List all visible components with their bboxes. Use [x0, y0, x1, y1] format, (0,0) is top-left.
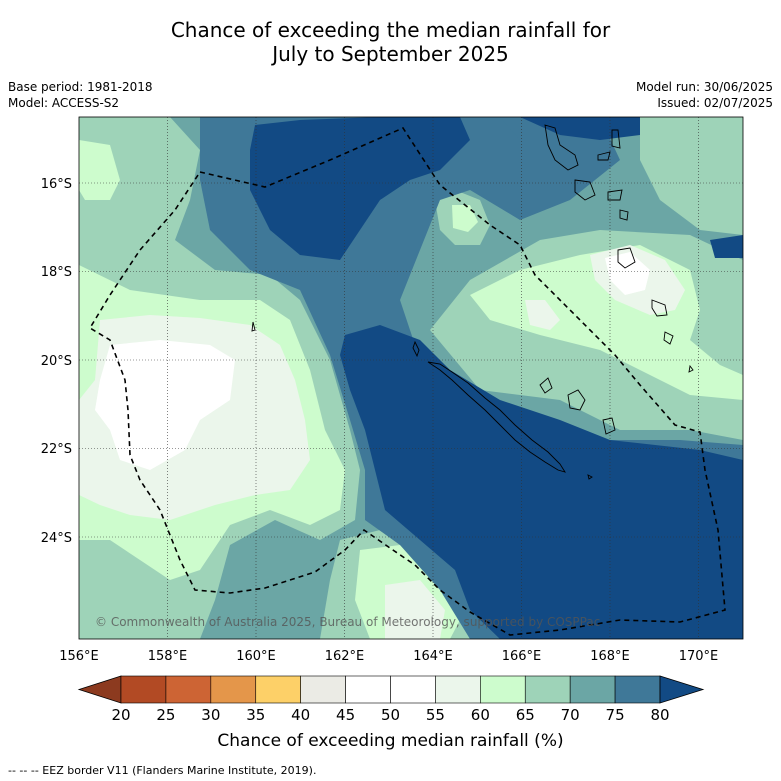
- colorbar-segment: [435, 675, 481, 704]
- model-run: Model run: 30/06/2025: [635, 80, 773, 94]
- colorbar-segment: [524, 675, 571, 704]
- x-tick-label: 170°E: [679, 649, 719, 664]
- colorbar-segment: [255, 675, 301, 704]
- colorbar-tick-label: 20: [111, 706, 130, 724]
- colorbar: [77, 675, 705, 704]
- colorbar-segment: [210, 675, 257, 704]
- rainfall-field: [79, 117, 743, 639]
- base-period: Base period: 1981-2018: [8, 80, 153, 94]
- colorbar-segment: [569, 675, 616, 704]
- colorbar-tick-label: 65: [516, 706, 535, 724]
- x-axis-labels: 156°E 158°E 160°E 162°E 164°E 166°E 168°…: [59, 649, 718, 664]
- colorbar-extend-low: [77, 675, 122, 704]
- colorbar-tick-labels: 20 25 30 35 40 45 50 55 60 65 70 75 80: [111, 706, 669, 724]
- x-tick-label: 164°E: [413, 649, 453, 664]
- band-60-65-north-islet: [452, 205, 478, 232]
- colorbar-segment: [300, 675, 346, 704]
- band-over-80-northeast: [520, 117, 640, 140]
- y-tick-label: 20°S: [41, 354, 72, 369]
- copyright-notice: © Commonwealth of Australia 2025, Bureau…: [95, 615, 600, 629]
- new-caledonia-coast: [427, 361, 567, 473]
- title-line-2: July to September 2025: [272, 42, 509, 66]
- small-islands: [251, 321, 694, 480]
- colorbar-tick-label: 40: [291, 706, 310, 724]
- y-tick-label: 16°S: [41, 177, 72, 192]
- colorbar-tick-label: 45: [336, 706, 355, 724]
- band-over-80-main: [340, 325, 743, 639]
- x-tick-label: 158°E: [148, 649, 188, 664]
- meta-right: Model run: 30/06/2025 Issued: 02/07/2025: [636, 79, 773, 111]
- band-65-70-northeast: [640, 117, 743, 235]
- band-over-80-north: [250, 117, 470, 260]
- colorbar-segment: [165, 675, 212, 704]
- model-name: Model: ACCESS-S2: [8, 96, 120, 110]
- band-55-60-east-small: [525, 300, 560, 330]
- colorbar-segment: [480, 675, 526, 704]
- band-50-55-east: [605, 252, 650, 295]
- x-tick-label: 168°E: [590, 649, 630, 664]
- vanuatu-coast: [544, 124, 674, 345]
- colorbar-tick-label: 60: [471, 706, 490, 724]
- colorbar-extend-high: [659, 675, 705, 704]
- x-tick-label: 156°E: [59, 649, 99, 664]
- y-tick-label: 18°S: [41, 265, 72, 280]
- colorbar-segment: [614, 675, 661, 704]
- colorbar-tick-label: 30: [201, 706, 220, 724]
- colorbar-tick-label: 35: [246, 706, 265, 724]
- colorbar-tick-label: 80: [650, 706, 669, 724]
- colorbar-segment: [120, 675, 167, 704]
- x-tick-label: 160°E: [236, 649, 276, 664]
- colorbar-tick-label: 50: [381, 706, 400, 724]
- y-tick-label: 22°S: [41, 442, 72, 457]
- meta-left: Base period: 1981-2018 Model: ACCESS-S2: [8, 79, 153, 111]
- x-tick-label: 166°E: [502, 649, 542, 664]
- colorbar-label: Chance of exceeding median rainfall (%): [217, 731, 564, 751]
- x-tick-label: 162°E: [325, 649, 365, 664]
- band-60-65-northwest: [79, 140, 120, 200]
- issued-date: Issued: 02/07/2025: [657, 96, 773, 110]
- colorbar-tick-label: 75: [606, 706, 625, 724]
- y-tick-label: 24°S: [41, 531, 72, 546]
- grid-lines: [79, 117, 743, 639]
- colorbar-tick-label: 25: [156, 706, 175, 724]
- loyalty-islands-coast: [539, 377, 616, 435]
- band-over-80-east-small: [710, 235, 743, 258]
- title-line-1: Chance of exceeding the median rainfall …: [170, 18, 611, 42]
- colorbar-tick-label: 70: [561, 706, 580, 724]
- map-frame: [78, 116, 744, 640]
- colorbar-tick-label: 55: [426, 706, 445, 724]
- colorbar-segment: [345, 675, 391, 704]
- eez-legend-note: -- -- -- EEZ border V11 (Flanders Marine…: [8, 764, 317, 777]
- band-55-60-south: [385, 580, 445, 639]
- y-axis-labels: 16°S 18°S 20°S 22°S 24°S: [41, 177, 72, 546]
- coastlines: [251, 124, 694, 480]
- map-title: Chance of exceeding the median rainfall …: [0, 18, 781, 66]
- colorbar-segment: [390, 675, 436, 704]
- band-50-55-west: [95, 340, 235, 470]
